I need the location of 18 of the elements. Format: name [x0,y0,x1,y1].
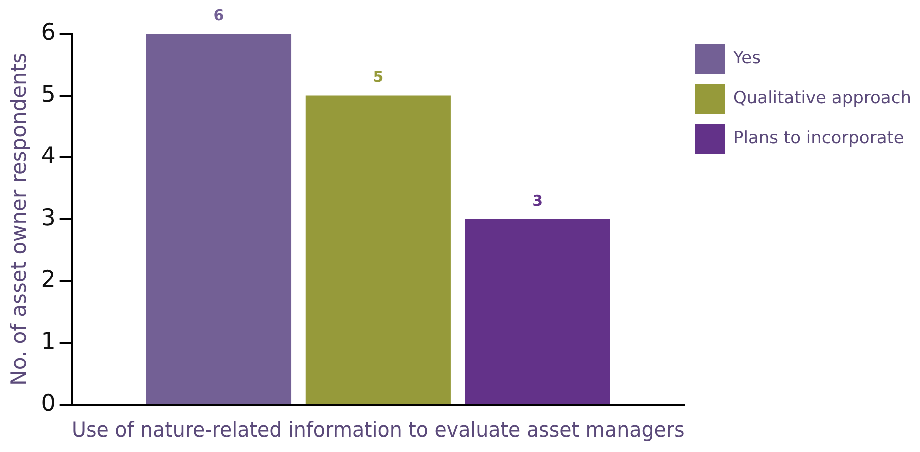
legend-label: Qualitative approach [734,88,912,108]
bar [465,219,610,404]
y-tick-label: 3 [41,205,56,232]
y-tick-label: 1 [41,328,56,355]
x-axis-title: Use of nature-related information to evaluate asset managers [72,417,685,442]
y-tick-label: 6 [41,20,56,46]
data-label: 3 [532,192,544,210]
y-tick-label: 2 [41,267,56,294]
y-tick-label: 0 [41,390,56,417]
data-label: 5 [373,68,384,86]
bar [306,96,451,404]
y-tick-label: 5 [41,82,56,108]
y-axis-title: No. of asset owner respondents [7,52,32,386]
legend-label: Yes [732,48,762,68]
y-tick-label: 4 [41,144,56,170]
data-label: 6 [214,6,224,24]
legend-label: Plans to incorporate [734,128,904,148]
bar [146,34,292,404]
